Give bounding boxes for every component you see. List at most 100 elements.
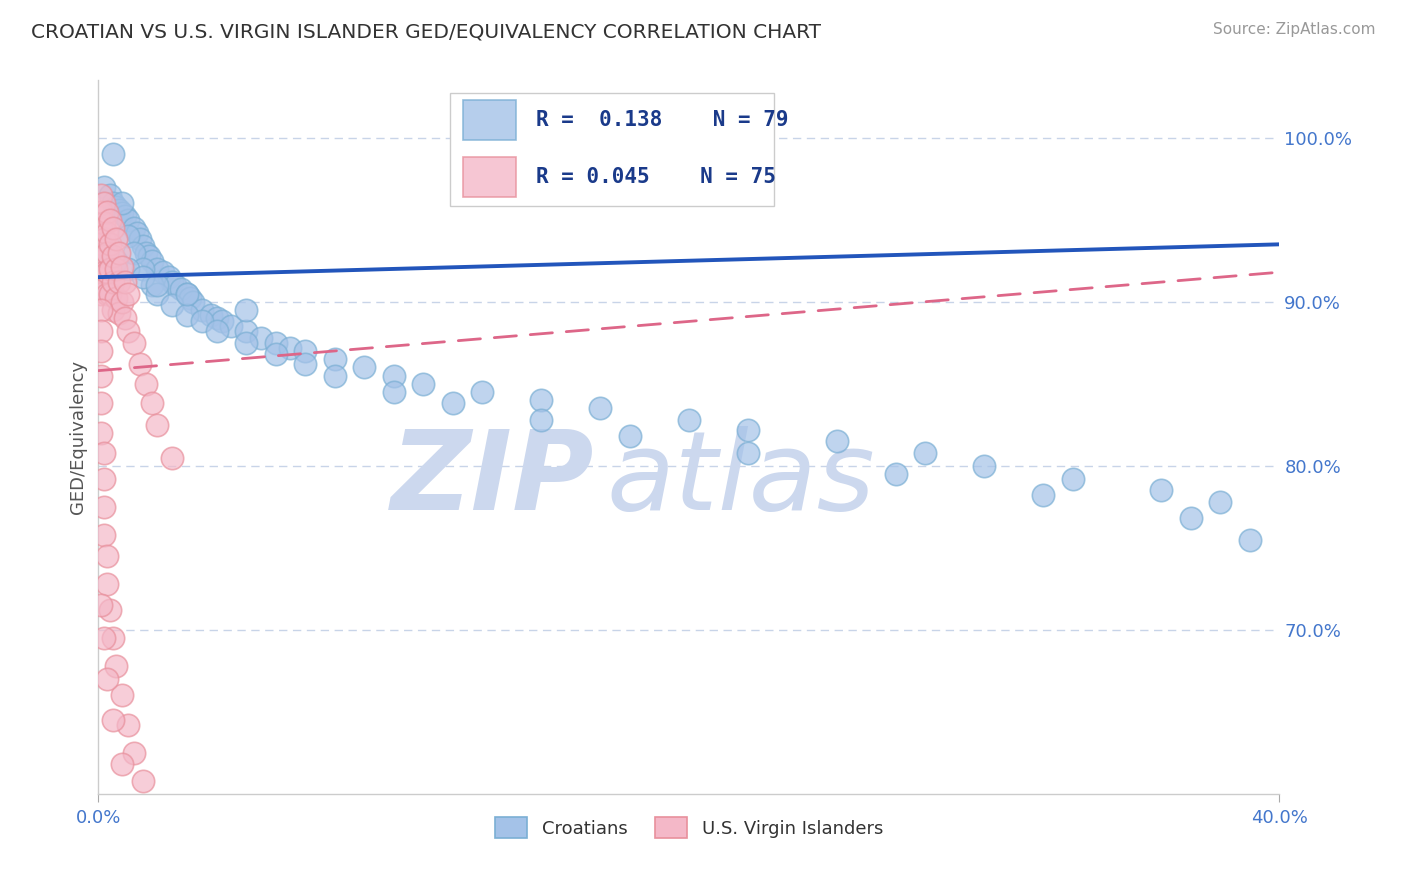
Point bbox=[619, 429, 641, 443]
Point bbox=[90, 343, 112, 358]
Point bbox=[125, 226, 148, 240]
Point bbox=[152, 265, 174, 279]
Point bbox=[1239, 533, 1261, 547]
Point bbox=[98, 603, 121, 617]
Point bbox=[205, 324, 228, 338]
Point bbox=[441, 396, 464, 410]
Point bbox=[294, 343, 316, 358]
Point bbox=[132, 773, 155, 788]
Point bbox=[170, 282, 193, 296]
Point bbox=[382, 368, 405, 383]
Point bbox=[1032, 488, 1054, 502]
Point bbox=[105, 261, 128, 276]
Point bbox=[90, 599, 112, 613]
Point bbox=[122, 221, 145, 235]
Y-axis label: GED/Equivalency: GED/Equivalency bbox=[69, 360, 87, 514]
Point bbox=[93, 500, 115, 514]
Point bbox=[93, 265, 115, 279]
Point bbox=[111, 294, 134, 309]
Point bbox=[93, 282, 115, 296]
Point bbox=[162, 450, 183, 465]
Point bbox=[105, 232, 128, 246]
Legend: Croatians, U.S. Virgin Islanders: Croatians, U.S. Virgin Islanders bbox=[488, 810, 890, 846]
Point bbox=[96, 204, 118, 219]
Point bbox=[98, 212, 121, 227]
Point bbox=[111, 206, 134, 220]
Point bbox=[471, 384, 494, 399]
Text: atlas: atlas bbox=[606, 426, 875, 533]
Point bbox=[1062, 472, 1084, 486]
Point bbox=[589, 401, 612, 416]
Point bbox=[294, 357, 316, 371]
Point bbox=[146, 806, 169, 821]
Point bbox=[90, 396, 112, 410]
Point bbox=[165, 278, 187, 293]
Point bbox=[90, 302, 112, 317]
Point bbox=[191, 302, 214, 317]
Point bbox=[111, 196, 134, 211]
Point bbox=[211, 314, 233, 328]
Point bbox=[138, 249, 160, 263]
Point bbox=[884, 467, 907, 481]
Point bbox=[200, 308, 222, 322]
Point bbox=[103, 249, 125, 263]
Point bbox=[141, 844, 163, 858]
Point bbox=[117, 229, 139, 244]
Point bbox=[117, 212, 139, 227]
Point bbox=[235, 302, 257, 317]
Point bbox=[132, 261, 155, 276]
Text: ZIP: ZIP bbox=[391, 426, 595, 533]
Point bbox=[90, 368, 112, 383]
Point bbox=[111, 260, 134, 275]
Point bbox=[90, 237, 112, 252]
Point bbox=[98, 261, 121, 276]
Point bbox=[103, 221, 125, 235]
Point bbox=[191, 314, 214, 328]
Point bbox=[250, 331, 273, 345]
Point bbox=[108, 245, 131, 260]
Point bbox=[103, 275, 125, 289]
Point bbox=[122, 335, 145, 350]
Point bbox=[111, 689, 134, 703]
Point bbox=[530, 393, 553, 408]
Point bbox=[90, 188, 112, 202]
Point bbox=[353, 360, 375, 375]
Point bbox=[93, 232, 115, 246]
Point bbox=[179, 292, 201, 306]
Point bbox=[914, 445, 936, 459]
Point bbox=[96, 245, 118, 260]
Point bbox=[103, 713, 125, 727]
Point bbox=[1180, 511, 1202, 525]
Point bbox=[132, 239, 155, 253]
Point bbox=[146, 278, 169, 293]
Point bbox=[135, 245, 157, 260]
Point bbox=[96, 577, 118, 591]
Text: CROATIAN VS U.S. VIRGIN ISLANDER GED/EQUIVALENCY CORRELATION CHART: CROATIAN VS U.S. VIRGIN ISLANDER GED/EQU… bbox=[31, 22, 821, 41]
Point bbox=[93, 249, 115, 263]
Point bbox=[162, 275, 183, 289]
Point bbox=[737, 445, 759, 459]
Point bbox=[98, 237, 121, 252]
Point bbox=[146, 261, 169, 276]
Point bbox=[96, 549, 118, 563]
Point bbox=[114, 311, 136, 326]
Point bbox=[176, 286, 198, 301]
Point bbox=[96, 286, 118, 301]
Point bbox=[412, 376, 434, 391]
Point bbox=[93, 631, 115, 645]
Point bbox=[103, 302, 125, 317]
Point bbox=[280, 341, 302, 355]
Point bbox=[103, 196, 125, 211]
Point bbox=[93, 196, 115, 211]
Text: Source: ZipAtlas.com: Source: ZipAtlas.com bbox=[1212, 22, 1375, 37]
Point bbox=[973, 458, 995, 473]
Point bbox=[90, 425, 112, 440]
Point bbox=[108, 275, 131, 289]
Point bbox=[264, 335, 287, 350]
Point bbox=[90, 204, 112, 219]
Point bbox=[141, 253, 163, 268]
Point bbox=[1209, 495, 1232, 509]
Point bbox=[96, 265, 118, 279]
Point bbox=[105, 253, 128, 268]
Point bbox=[122, 803, 145, 817]
